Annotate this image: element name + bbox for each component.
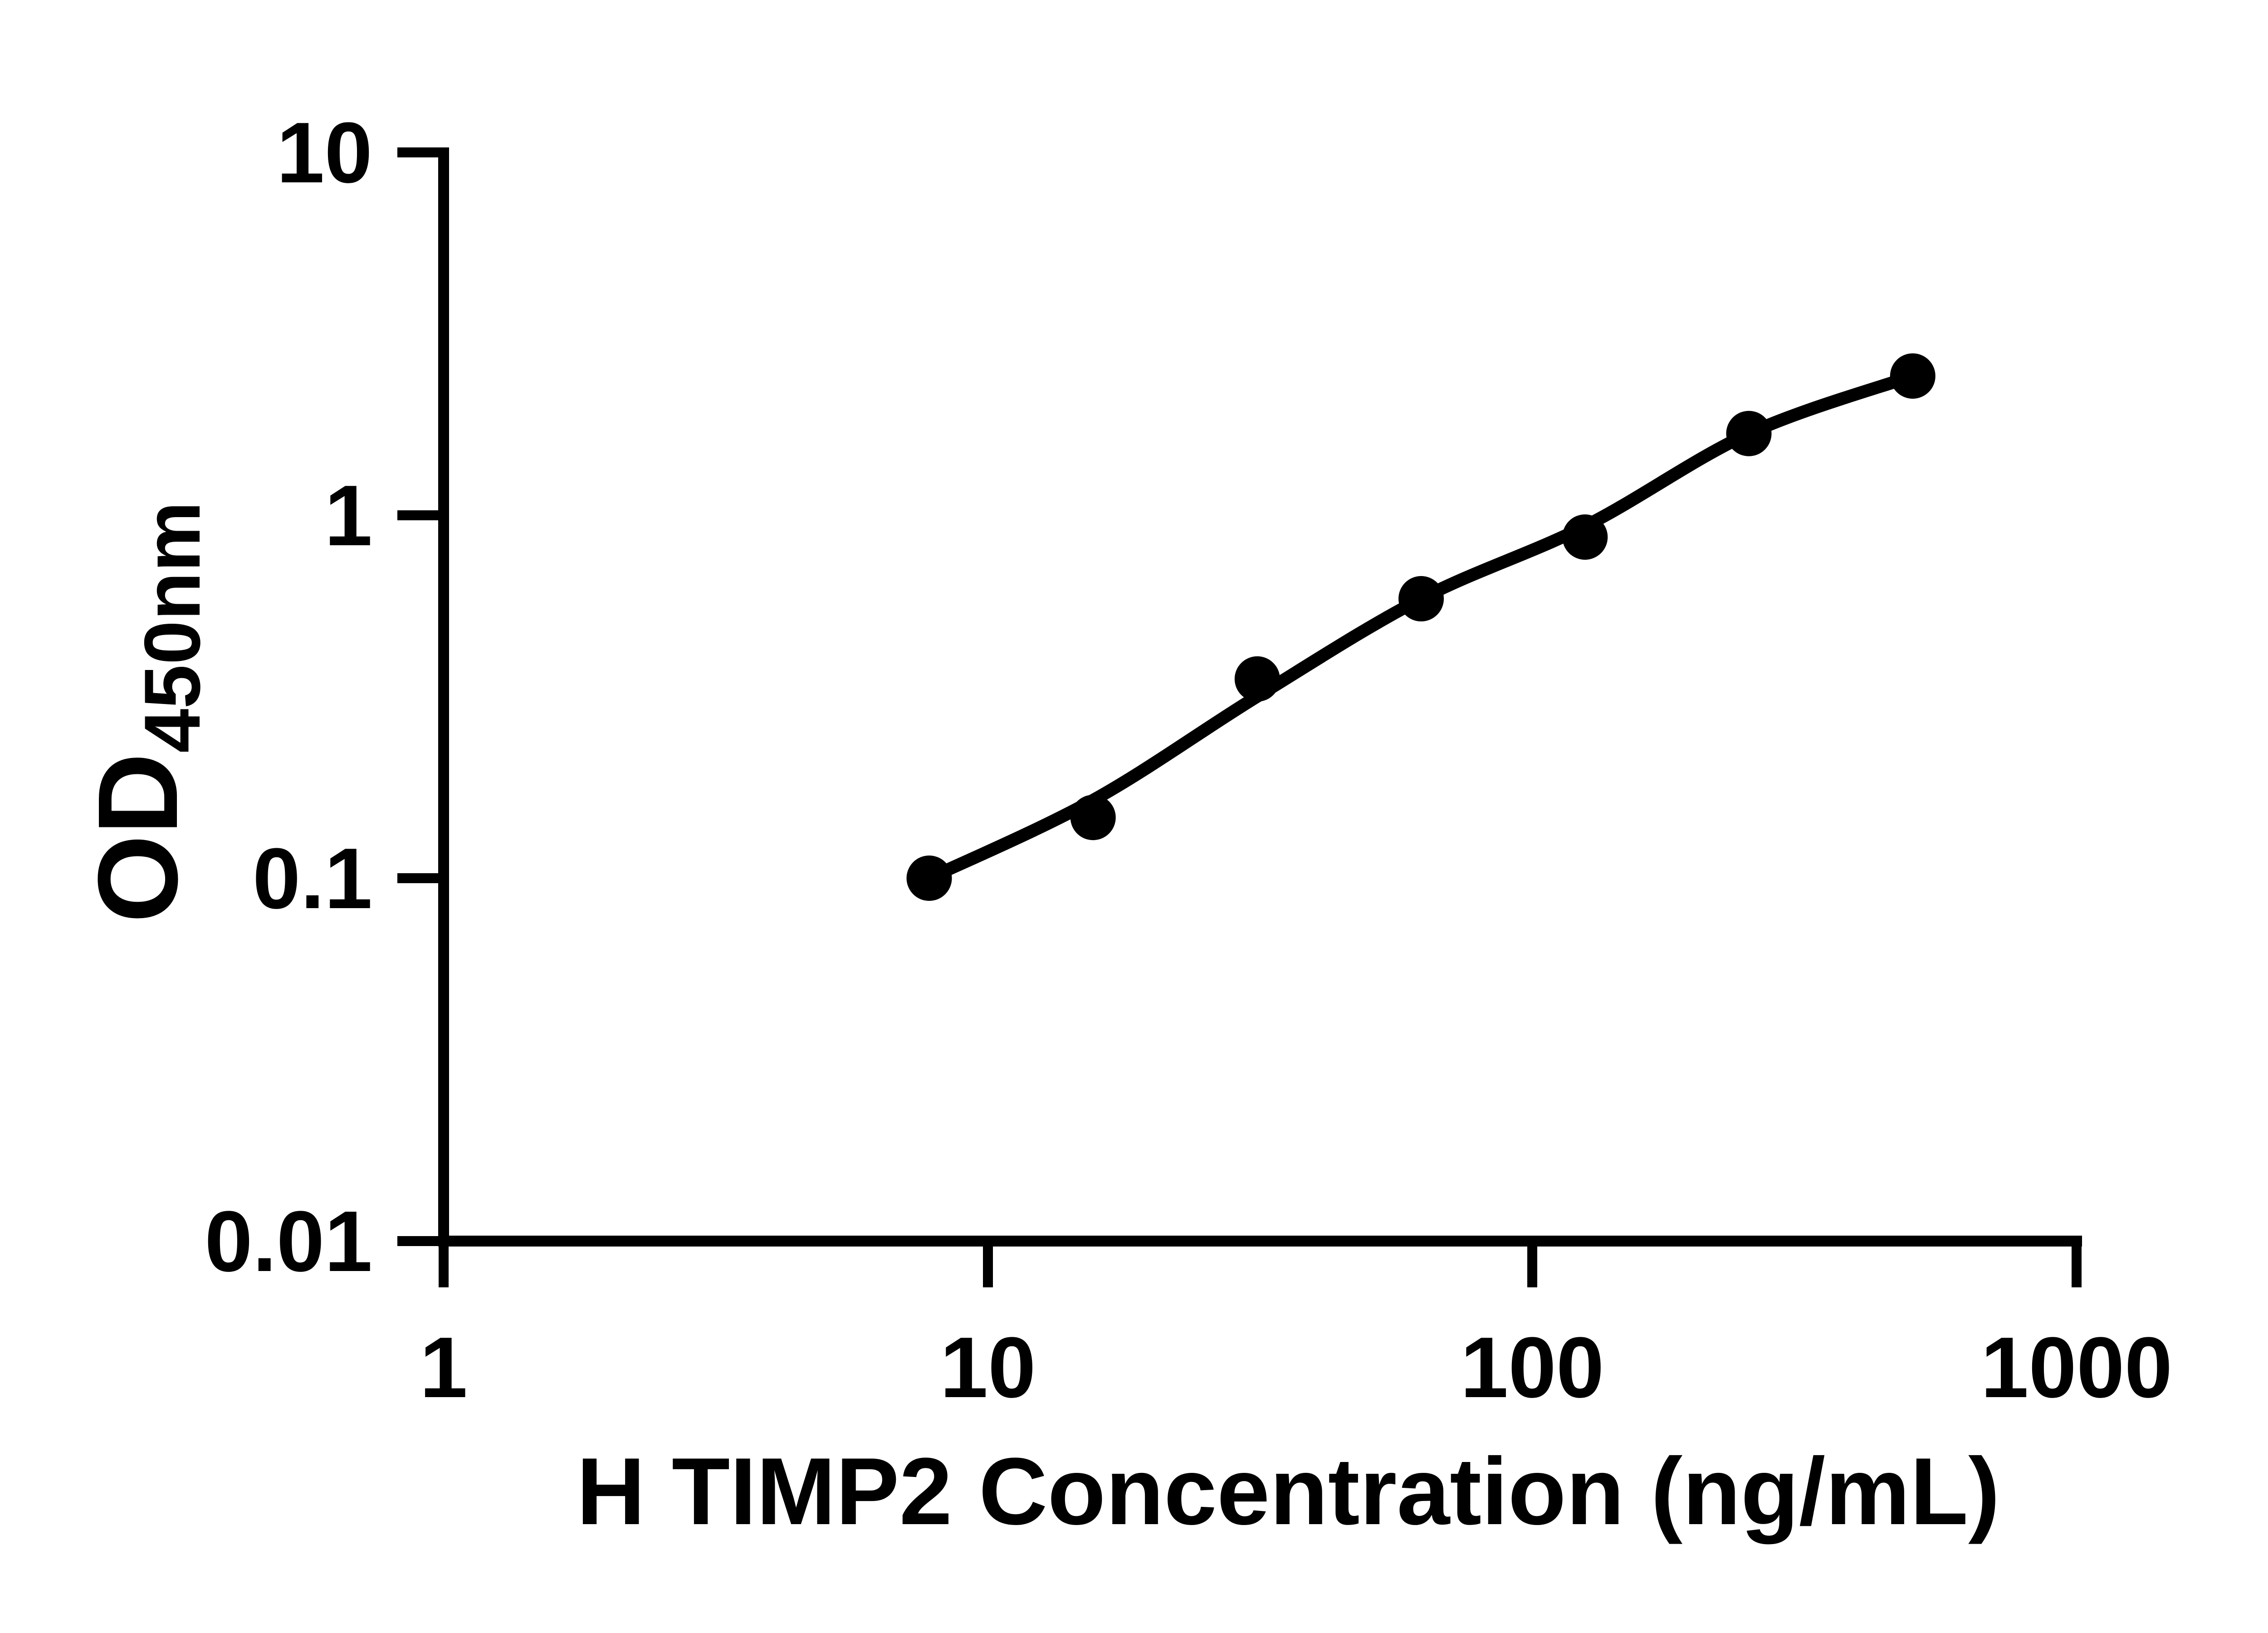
data-point [1398,576,1444,621]
x-axis-tick-label: 100 [1460,1320,1604,1416]
data-point [1890,353,1936,399]
y-axis-tick-label: 0.1 [253,831,372,927]
svg-text:OD450nm: OD450nm [74,501,217,923]
y-axis-title: OD450nm [74,501,217,923]
plot-area: 10 1 0.1 0.01 1 10 100 1000 [205,105,2172,1416]
x-axis-tick-label: 1 [420,1320,468,1416]
data-point [1070,795,1116,841]
data-point [906,856,952,901]
y-axis-title-main: OD [74,753,201,923]
data-point [1726,411,1772,456]
y-axis-tick-label: 0.01 [205,1193,372,1290]
y-axis-title-subscript: 450nm [128,501,217,753]
y-axis-tick-label: 10 [277,105,372,201]
x-axis-tick-label: 10 [940,1320,1036,1416]
x-axis-title: H TIMP2 Concentration (ng/mL) [577,1438,2000,1545]
data-point [1234,656,1280,702]
x-axis-tick-label: 1000 [1981,1320,2173,1416]
data-point [1562,514,1608,560]
y-axis-tick-label: 1 [324,468,372,564]
